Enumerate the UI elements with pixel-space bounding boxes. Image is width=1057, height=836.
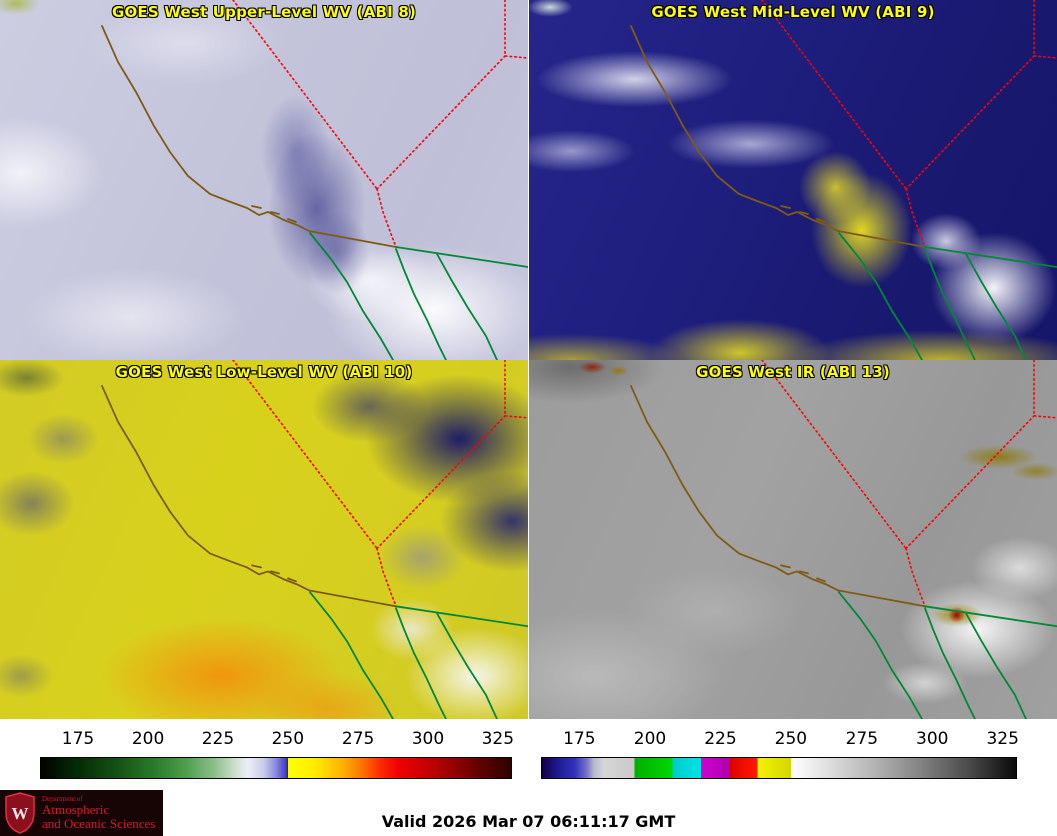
wv-tick-200: 200 xyxy=(131,729,165,749)
ir-tick-225: 225 xyxy=(704,729,737,749)
ir-tick-275: 275 xyxy=(845,729,879,749)
panel-low-level-wv: GOES West Low-Level WV (ABI 10) xyxy=(0,360,528,719)
panel-title-upper-wv: GOES West Upper-Level WV (ABI 8) xyxy=(111,3,417,21)
map-overlay xyxy=(101,0,528,360)
wv-tick-175: 175 xyxy=(61,729,95,749)
satellite-image-low-wv xyxy=(0,360,528,719)
svg-text:W: W xyxy=(12,804,29,823)
satellite-image-upper-wv xyxy=(0,0,528,360)
wv-tick-250: 250 xyxy=(271,729,305,749)
satellite-image-ir xyxy=(529,360,1057,719)
ir-colorbar-group: 175 200 225 250 275 300 325 xyxy=(541,729,1019,779)
map-overlay xyxy=(101,360,528,719)
ir-tick-250: 250 xyxy=(774,729,808,749)
dept-text: Department of Atmospheric and Oceanic Sc… xyxy=(42,794,156,831)
panel-upper-level-wv: GOES West Upper-Level WV (ABI 8) xyxy=(0,0,528,360)
valid-timestamp: Valid 2026 Mar 07 06:11:17 GMT xyxy=(381,812,676,831)
wv-tick-275: 275 xyxy=(341,729,375,749)
ir-tick-200: 200 xyxy=(633,729,667,749)
panel-title-ir: GOES West IR (ABI 13) xyxy=(696,363,890,381)
uw-aos-logo: W Department of Atmospheric and Oceanic … xyxy=(0,790,163,836)
wv-colorbar-tick-labels: 175 200 225 250 275 300 325 xyxy=(40,729,515,751)
dept-line1: Department of xyxy=(42,794,83,803)
panel-ir: GOES West IR (ABI 13) xyxy=(529,360,1057,719)
panel-mid-level-wv: GOES West Mid-Level WV (ABI 9) xyxy=(529,0,1057,360)
ir-colorbar-tick-labels: 175 200 225 250 275 300 325 xyxy=(541,729,1019,751)
wv-tick-225: 225 xyxy=(201,729,235,749)
ir-colorbar xyxy=(541,757,1017,779)
wv-tick-300: 300 xyxy=(411,729,445,749)
footer: 175 200 225 250 275 300 325 175 200 225 … xyxy=(0,719,1057,836)
panel-title-low-wv: GOES West Low-Level WV (ABI 10) xyxy=(115,363,413,381)
dept-line2: Atmospheric xyxy=(42,802,110,818)
ir-tick-175: 175 xyxy=(563,729,596,749)
panel-title-mid-wv: GOES West Mid-Level WV (ABI 9) xyxy=(651,3,935,21)
map-overlay xyxy=(630,360,1057,719)
quad-panel-grid: GOES West Upper-Level WV (ABI 8) GOES We… xyxy=(0,0,1057,719)
wv-colorbar xyxy=(40,757,512,779)
map-overlay xyxy=(630,0,1057,360)
wv-tick-325: 325 xyxy=(481,729,515,749)
uw-crest-icon: W xyxy=(5,792,35,834)
satellite-image-mid-wv xyxy=(529,0,1057,360)
ir-tick-325: 325 xyxy=(986,729,1019,749)
dept-line3: and Oceanic Sciences xyxy=(42,815,156,831)
wv-colorbar-group: 175 200 225 250 275 300 325 xyxy=(40,729,515,779)
ir-tick-300: 300 xyxy=(916,729,949,749)
